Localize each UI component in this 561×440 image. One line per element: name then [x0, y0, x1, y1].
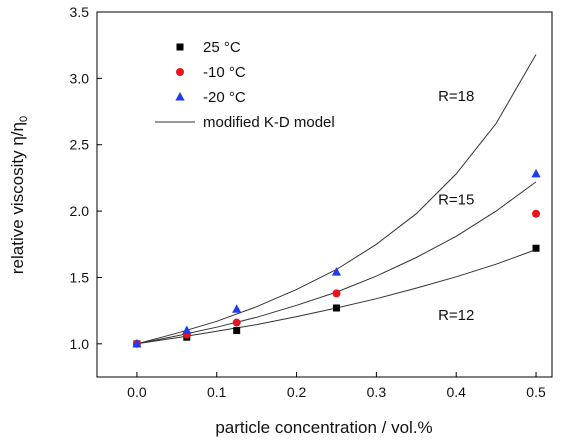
y-axis-title: relative viscosity η/η0: [8, 116, 30, 274]
data-point-triangle: [182, 325, 192, 335]
y-axis-title-main: relative viscosity η/η: [8, 122, 27, 274]
x-tick-label: 0.5: [526, 384, 546, 400]
axis-ticks: 0.0 0.1 0.2 0.3 0.4 0.5 1.0 1.5 2.0 2.5 3.0 3.5: [70, 4, 546, 400]
model-curve-r-18: [136, 54, 537, 345]
x-tick-label: 0.3: [367, 384, 387, 400]
data-points: [132, 168, 541, 348]
y-tick-label: 1.5: [70, 269, 90, 285]
data-point-triangle: [531, 168, 541, 178]
model-curves: [136, 54, 537, 345]
curve-annotations: R=12 R=15 R=18: [438, 88, 474, 324]
y-tick-label: 3.5: [70, 4, 90, 20]
legend-label: -10 °C: [203, 64, 246, 81]
x-tick-label: 0.2: [287, 384, 307, 400]
x-tick-label: 0.4: [446, 384, 466, 400]
x-axis-title: particle concentration / vol.%: [215, 418, 432, 437]
data-point-square: [532, 244, 540, 252]
curve-label-r-12: R=12: [438, 307, 474, 324]
data-point-circle: [232, 318, 241, 327]
x-tick-label: 0.1: [207, 384, 227, 400]
plot-frame: [96, 11, 553, 378]
legend-label-model: modified K-D model: [203, 114, 335, 131]
data-point-triangle: [132, 338, 142, 348]
legend-marker-triangle: [175, 92, 185, 101]
data-point-triangle: [232, 304, 242, 313]
model-curve-r-15: [136, 181, 537, 345]
legend: 25 °C -10 °C -20 °C modified K-D model: [155, 39, 335, 131]
data-point-circle: [332, 289, 341, 298]
y-tick-label: 1.0: [70, 336, 90, 352]
legend-marker-circle: [176, 68, 184, 76]
y-tick-label: 2.5: [70, 137, 90, 153]
data-point-square: [332, 304, 340, 312]
data-point-square: [233, 327, 241, 335]
y-tick-label: 2.0: [70, 203, 90, 219]
x-tick-label: 0.0: [127, 384, 147, 400]
legend-label: -20 °C: [203, 89, 246, 106]
y-axis-title-sub: 0: [18, 116, 30, 122]
legend-marker-square: [176, 43, 184, 51]
y-tick-label: 3.0: [70, 70, 90, 86]
legend-label: 25 °C: [203, 39, 241, 56]
data-point-triangle: [331, 267, 342, 276]
data-point-circle: [532, 209, 541, 218]
curve-label-r-15: R=15: [438, 191, 474, 208]
curve-label-r-18: R=18: [438, 88, 474, 105]
